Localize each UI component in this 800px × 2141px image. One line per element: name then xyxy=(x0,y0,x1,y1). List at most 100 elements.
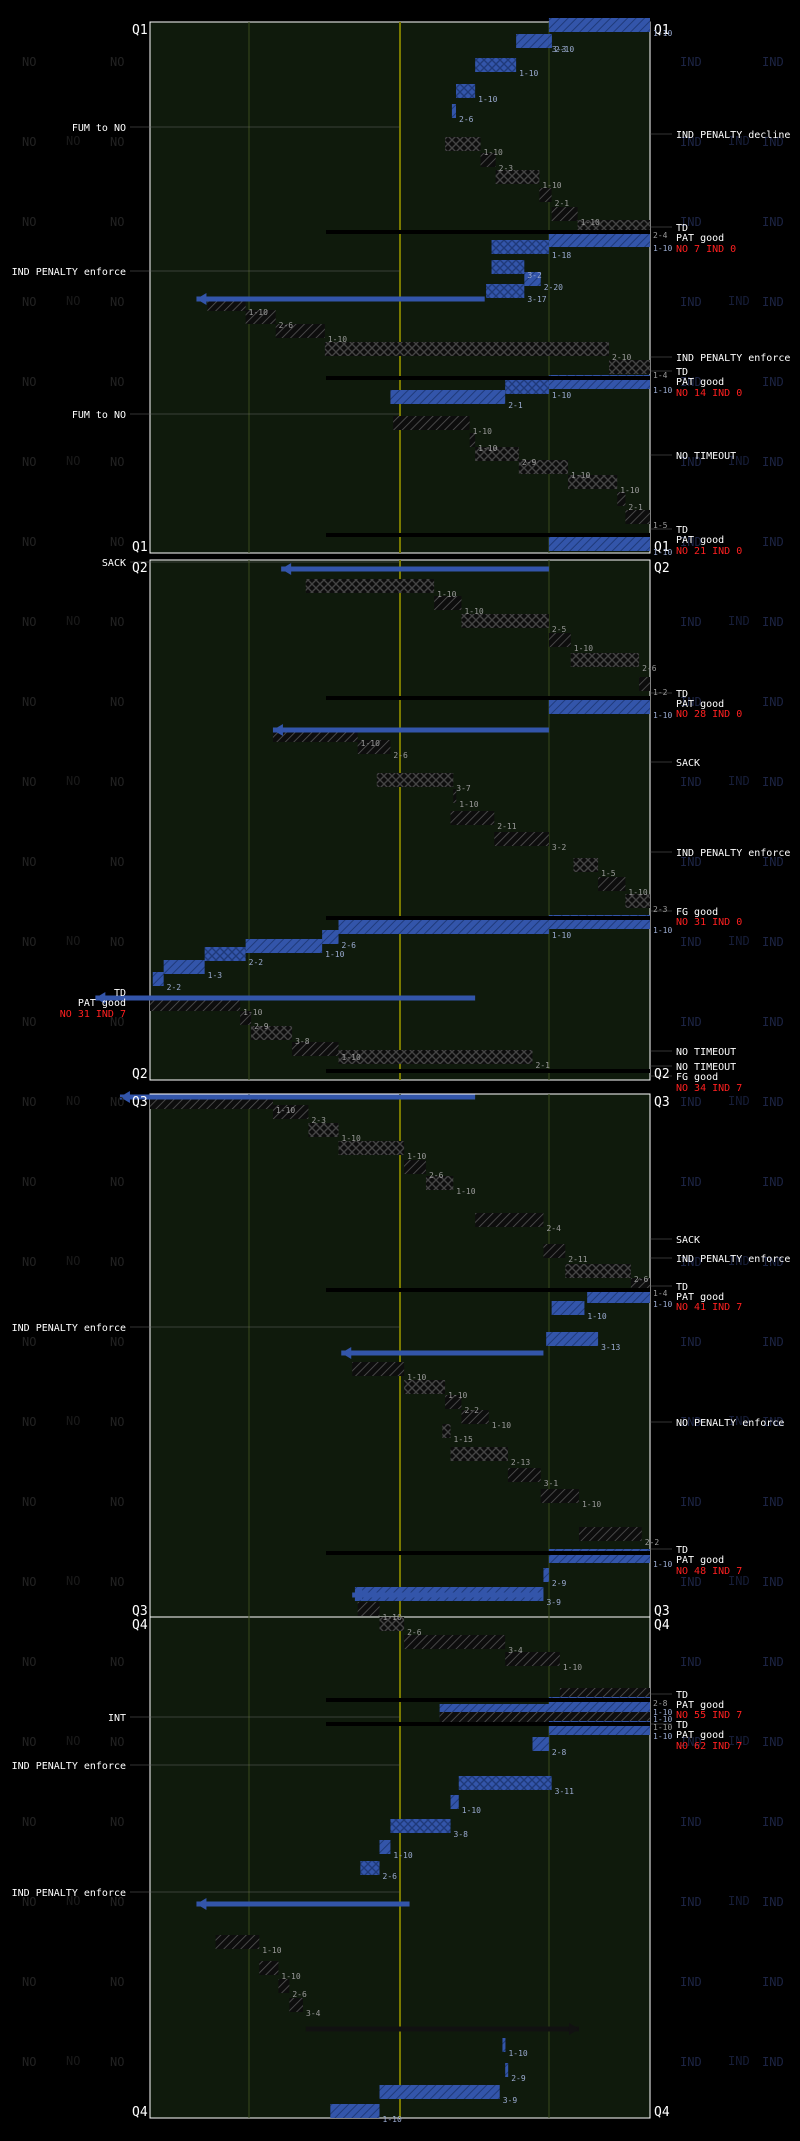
quarter-label-right: Q1 xyxy=(654,540,670,555)
quarter-label-left: Q3 xyxy=(132,1095,148,1110)
no-play-bar xyxy=(245,310,276,324)
annotation-right: TD xyxy=(676,1545,688,1556)
play-down-label: 2-5 xyxy=(552,625,567,634)
play-down-label: 1-10 xyxy=(552,391,571,400)
team-watermark-no: NO xyxy=(110,455,124,469)
play-down-label: 2-4 xyxy=(653,231,668,240)
annotation-right: SACK xyxy=(676,758,700,769)
team-watermark-no: NO xyxy=(110,1015,124,1029)
play-down-label: 2-6 xyxy=(429,1171,444,1180)
team-watermark-ind: IND xyxy=(680,855,702,869)
play-down-label: 3-4 xyxy=(306,2009,321,2018)
team-watermark-no: NO xyxy=(110,135,124,149)
team-watermark-no: NO xyxy=(22,1415,36,1429)
quarter-label-left: Q3 xyxy=(132,1604,148,1619)
team-watermark-no: NO xyxy=(110,855,124,869)
play-down-label: 1-10 xyxy=(620,486,639,495)
play-down-label: 1-10 xyxy=(542,181,561,190)
play-down-label: 1-10 xyxy=(448,1391,467,1400)
ind-play-bar xyxy=(491,260,525,274)
team-watermark-no: NO xyxy=(22,1735,36,1749)
team-watermark-ind: IND xyxy=(762,935,784,949)
no-play-bar xyxy=(308,1123,339,1137)
play-down-label: 2-3 xyxy=(653,905,668,914)
team-watermark-ind: IND xyxy=(762,215,784,229)
team-watermark-no: NO xyxy=(22,1175,36,1189)
annotation-right: TD xyxy=(676,367,688,378)
return-arrow-head xyxy=(196,293,207,305)
no-play-bar xyxy=(540,1489,579,1503)
team-watermark-no: NO xyxy=(110,1415,124,1429)
play-down-label: 1-10 xyxy=(407,1373,426,1382)
annotation-right: PAT good xyxy=(676,377,724,388)
team-watermark-ind: IND xyxy=(762,455,784,469)
ind-play-bar xyxy=(548,34,552,48)
no-play-bar xyxy=(278,1979,290,1993)
no-play-bar xyxy=(494,832,549,846)
ind-play-bar xyxy=(456,84,476,98)
score-label: NO 31 IND 7 xyxy=(60,1009,126,1020)
no-play-bar xyxy=(289,1998,304,2012)
team-watermark-no: NO xyxy=(22,215,36,229)
annotation-left: IND PENALTY enforce xyxy=(12,1761,126,1772)
team-watermark-ind: IND xyxy=(762,1335,784,1349)
play-down-label: 3-11 xyxy=(555,1787,574,1796)
annotation-right: TD xyxy=(676,1690,688,1701)
score-label: NO 48 IND 7 xyxy=(676,1566,742,1577)
play-down-label: 1-5 xyxy=(653,521,668,530)
play-down-label: 1-10 xyxy=(325,950,344,959)
quarter-label-left: Q1 xyxy=(132,23,148,38)
annotation-left: TD xyxy=(114,988,126,999)
team-watermark-ind: IND xyxy=(762,1895,784,1909)
team-watermark-no: NO xyxy=(22,455,36,469)
play-down-label: 2-11 xyxy=(497,822,516,831)
no-play-bar xyxy=(573,858,599,872)
play-down-label: 2-9 xyxy=(522,458,537,467)
no-play-bar xyxy=(404,1380,446,1394)
team-watermark-ind: IND xyxy=(728,1894,750,1908)
no-play-bar xyxy=(507,1468,541,1482)
no-play-bar xyxy=(275,324,325,338)
play-down-label: 1-10 xyxy=(653,1300,672,1309)
no-play-bar xyxy=(352,1362,405,1376)
ind-play-bar xyxy=(516,34,549,48)
ind-play-bar xyxy=(524,272,541,286)
score-label: NO 21 IND 0 xyxy=(676,546,742,557)
play-down-label: 2-6 xyxy=(279,321,294,330)
annotation-left: SACK xyxy=(102,558,126,569)
no-play-bar xyxy=(505,1652,560,1666)
team-watermark-ind: IND xyxy=(680,695,702,709)
ind-play-bar xyxy=(475,58,517,72)
play-down-label: 2-6 xyxy=(407,1628,422,1637)
play-down-label: 1-10 xyxy=(478,95,497,104)
play-down-label: 2-6 xyxy=(459,115,474,124)
annotation-right: FG good xyxy=(676,907,718,918)
play-down-label: 1-10 xyxy=(456,1187,475,1196)
quarter-label-right: Q1 xyxy=(654,23,670,38)
ind-play-bar xyxy=(450,1795,459,1809)
annotation-left: IND PENALTY enforce xyxy=(12,267,126,278)
play-down-label: 2-10 xyxy=(555,45,574,54)
play-down-label: 3-1 xyxy=(544,1479,559,1488)
play-down-label: 3-13 xyxy=(601,1343,620,1352)
team-watermark-no: NO xyxy=(22,1895,36,1909)
team-watermark-no: NO xyxy=(22,1975,36,1989)
team-watermark-no: NO xyxy=(110,935,124,949)
team-watermark-ind: IND xyxy=(680,1495,702,1509)
quarter-label-right: Q3 xyxy=(654,1604,670,1619)
annotation-left: PAT good xyxy=(78,998,126,1009)
play-down-label: 1-10 xyxy=(464,607,483,616)
play-down-label: 2-13 xyxy=(511,1458,530,1467)
play-down-label: 2-1 xyxy=(628,503,643,512)
team-watermark-ind: IND xyxy=(728,1734,750,1748)
team-watermark-no: NO xyxy=(66,1734,80,1748)
quarter-label-left: Q2 xyxy=(132,561,148,576)
team-watermark-ind: IND xyxy=(680,1815,702,1829)
team-watermark-ind: IND xyxy=(762,1175,784,1189)
team-watermark-no: NO xyxy=(66,1254,80,1268)
team-watermark-ind: IND xyxy=(762,295,784,309)
play-down-label: 1-10 xyxy=(393,1851,412,1860)
team-watermark-ind: IND xyxy=(728,614,750,628)
score-label: NO 31 IND 0 xyxy=(676,917,742,928)
play-down-label: 1-10 xyxy=(407,1152,426,1161)
